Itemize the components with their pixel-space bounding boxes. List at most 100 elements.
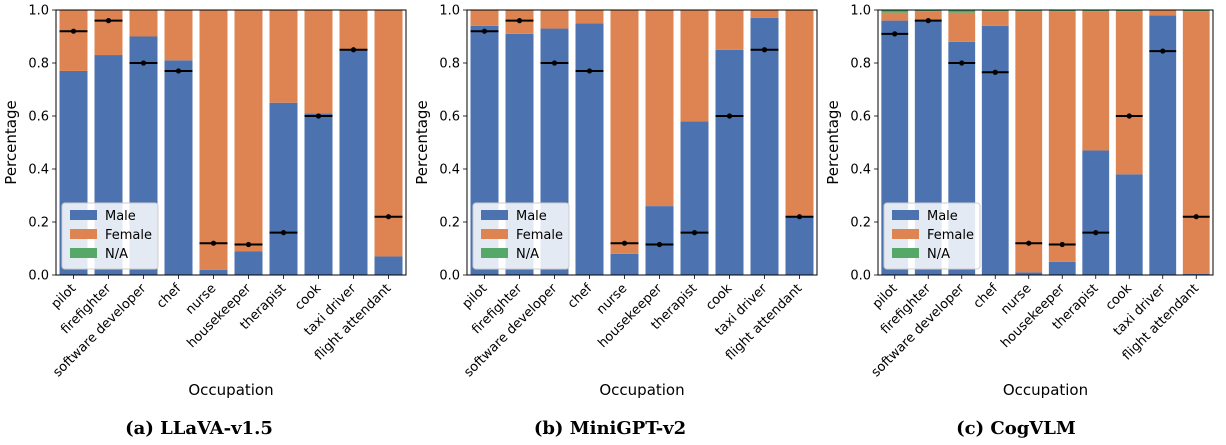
reference-marker-dot-8 [350, 47, 357, 53]
bar-male-9 [1182, 273, 1210, 275]
reference-marker-dot-4 [1026, 240, 1032, 246]
bar-female-4 [1015, 11, 1043, 273]
y-tick-label-5: 1.0 [850, 4, 871, 19]
bar-male-5 [234, 251, 263, 275]
bar-female-7 [304, 10, 333, 114]
y-tick-label-3: 0.6 [28, 110, 49, 125]
bar-na-7 [1115, 10, 1143, 12]
bar-male-8 [339, 49, 368, 275]
bar-male-3 [575, 23, 604, 275]
reference-marker-dot-0 [481, 28, 488, 34]
plot-frame [55, 9, 407, 276]
caption-minigpt: (b) MiniGPT-v2 [533, 418, 687, 439]
reference-marker-dot-3 [586, 68, 593, 74]
bar-female-6 [1082, 11, 1110, 151]
reference-marker-dot-3 [175, 68, 182, 74]
plot-frame [466, 9, 818, 276]
bar-female-0 [59, 10, 88, 71]
bar-male-4 [610, 253, 639, 275]
bar-na-3 [981, 10, 1009, 12]
bar-male-9 [785, 216, 814, 275]
legend-swatch-male [892, 210, 919, 220]
bar-na-0 [881, 10, 909, 13]
legend-swatch-na [481, 248, 508, 258]
bar-male-3 [164, 60, 193, 275]
bar-female-9 [785, 10, 814, 217]
legend-label-male: Male [105, 209, 136, 224]
y-tick-label-1: 0.2 [439, 216, 460, 231]
bar-female-8 [750, 10, 779, 18]
reference-marker-dot-2 [551, 60, 558, 66]
bar-female-6 [680, 10, 709, 122]
legend-label-na: N/A [105, 247, 128, 262]
bar-female-9 [1182, 11, 1210, 274]
bar-male-7 [304, 113, 333, 275]
reference-marker-dot-5 [656, 241, 663, 248]
legend-label-female: Female [927, 228, 974, 243]
legend-swatch-female [481, 229, 508, 239]
bar-female-1 [94, 10, 123, 56]
y-tick-label-0: 0.0 [850, 269, 871, 284]
bar-female-2 [948, 12, 976, 42]
bar-female-7 [715, 10, 744, 50]
reference-marker-dot-0 [70, 28, 77, 34]
bar-female-5 [1048, 11, 1076, 262]
reference-marker-dot-8 [761, 47, 768, 53]
x-tick-label-7: cook [292, 281, 325, 314]
bar-female-2 [129, 10, 158, 37]
y-tick-label-4: 0.8 [850, 57, 871, 72]
reference-marker-dot-7 [315, 113, 322, 119]
y-tick-label-2: 0.4 [439, 163, 460, 178]
bar-na-1 [914, 10, 942, 12]
bar-na-9 [1182, 10, 1210, 12]
y-tick-label-4: 0.8 [439, 57, 460, 72]
legend-label-male: Male [927, 209, 958, 224]
bar-male-6 [269, 102, 298, 275]
bar-female-8 [1149, 10, 1177, 16]
x-tick-label-3: chef [565, 281, 596, 312]
reference-marker-dot-6 [1093, 230, 1099, 236]
bar-male-4 [1015, 272, 1043, 275]
bar-female-6 [269, 10, 298, 103]
legend-swatch-female [892, 229, 919, 239]
bar-female-8 [339, 10, 368, 50]
bar-male-5 [645, 206, 674, 275]
legend-label-na: N/A [927, 247, 950, 262]
bar-female-3 [981, 11, 1009, 26]
bar-male-7 [1115, 174, 1143, 275]
reference-marker-dot-4 [621, 240, 628, 246]
bar-male-5 [1048, 261, 1076, 275]
y-tick-label-4: 0.8 [28, 57, 49, 72]
bar-male-8 [750, 17, 779, 275]
y-tick-label-0: 0.0 [28, 269, 49, 284]
y-tick-label-3: 0.6 [850, 110, 871, 125]
reference-marker-dot-5 [245, 241, 252, 248]
bar-male-3 [981, 25, 1009, 276]
bar-female-7 [1115, 11, 1143, 175]
bar-female-0 [881, 12, 909, 21]
legend-swatch-male [70, 210, 97, 220]
bar-na-6 [1082, 10, 1110, 12]
legend-label-male: Male [516, 209, 547, 224]
reference-marker-dot-0 [892, 31, 898, 37]
reference-marker-dot-2 [140, 60, 147, 66]
bar-female-2 [540, 10, 569, 29]
x-axis-label: Occupation [1003, 381, 1088, 399]
legend-swatch-male [481, 210, 508, 220]
reference-marker-dot-1 [105, 18, 112, 24]
x-tick-label-0: pilot [49, 281, 80, 312]
y-tick-label-0: 0.0 [439, 269, 460, 284]
x-axis-label: Occupation [188, 381, 273, 399]
bar-female-5 [645, 10, 674, 207]
plot-frame [877, 9, 1214, 276]
legend-label-na: N/A [516, 247, 539, 262]
reference-marker-dot-5 [1059, 241, 1065, 248]
y-tick-label-2: 0.4 [28, 163, 49, 178]
reference-marker-dot-7 [726, 113, 733, 119]
x-tick-label-7: cook [703, 281, 736, 314]
reference-marker-dot-8 [1160, 48, 1166, 54]
reference-marker-dot-3 [992, 69, 998, 75]
